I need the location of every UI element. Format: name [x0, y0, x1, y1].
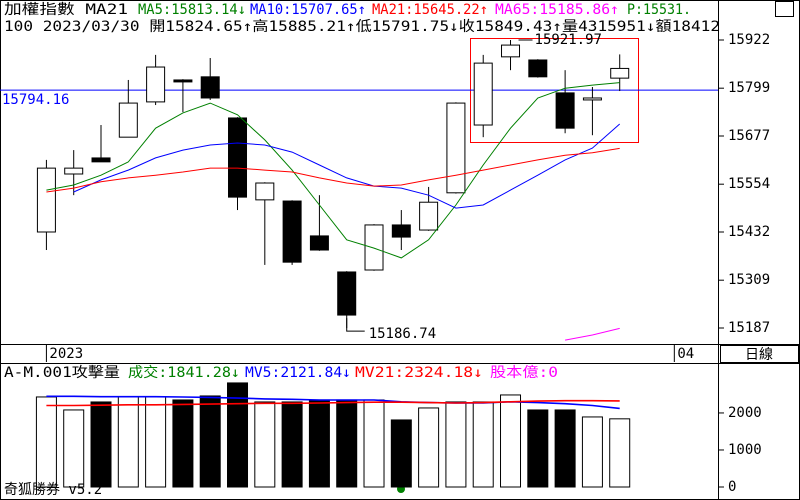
y-tick-label: 15677: [728, 128, 770, 144]
period-label: 日線: [745, 347, 773, 363]
header-item: MA21:15645.22↑: [372, 2, 488, 18]
volume-bar: [554, 409, 576, 488]
volume-bar: [418, 407, 440, 488]
volume-bar: [227, 382, 249, 488]
volume-bar: [363, 399, 385, 488]
header-item: 成交:1841.28↓: [128, 364, 240, 381]
y-tick-label: 1000: [728, 442, 762, 458]
period-box[interactable]: [720, 345, 799, 363]
volume-bar: [117, 396, 139, 488]
volume-bar: [472, 401, 494, 488]
candle-body: [610, 67, 630, 79]
candle-body: [64, 167, 84, 175]
volume-bar: [254, 401, 276, 488]
candle-body: [364, 224, 384, 271]
candle-body: [337, 271, 357, 316]
candle-body: [528, 59, 548, 78]
average-line: [46, 147, 620, 193]
volume-bar: [35, 396, 57, 488]
header-item: P:15531.: [627, 2, 691, 18]
volume-bar: [336, 399, 358, 488]
volume-bar: [145, 396, 167, 488]
x-tick-label: 2023: [49, 346, 83, 362]
low-label: 15186.74: [369, 326, 436, 342]
header-item: 股本億:0: [490, 365, 558, 381]
candle-body: [555, 92, 575, 129]
candle-body: [501, 44, 521, 58]
volume-bar: [445, 401, 467, 488]
window-button[interactable]: [775, 1, 794, 17]
candle-body: [473, 62, 493, 126]
x-tick-label: 04: [677, 346, 694, 362]
y-tick-label: 15799: [728, 80, 770, 96]
candle-body: [391, 224, 411, 238]
average-line: [565, 327, 620, 341]
volume-bar: [527, 409, 549, 488]
y-tick-label: 2000: [728, 405, 762, 421]
header-item: MA5:15813.14↓: [138, 2, 246, 18]
header-item: A-M.001攻擊量: [4, 364, 120, 381]
candle-body: [118, 102, 138, 138]
volume-bar: [281, 401, 303, 488]
quote-info: 100 2023/03/30 開15824.65↑高15885.21↑低1579…: [4, 18, 720, 35]
y-tick-label: 0: [728, 479, 736, 495]
average-line: [46, 399, 620, 407]
volume-bar: [581, 416, 603, 488]
y-tick-label: 15309: [728, 272, 770, 288]
y-tick-label: 15432: [728, 224, 770, 240]
footer-label: 奇狐勝券 v5.2: [4, 481, 102, 498]
average-line: [46, 82, 620, 259]
candle-body: [173, 79, 193, 83]
y-tick-label: 15187: [728, 320, 770, 336]
high-label: 15921.97: [535, 32, 602, 48]
candle-body: [228, 117, 248, 198]
candle-body: [36, 167, 56, 233]
header-item: 加權指數 MA21: [4, 2, 128, 18]
header-item: MA10:15707.65↑: [250, 2, 366, 18]
volume-bar: [500, 394, 522, 488]
candle-body: [255, 182, 275, 201]
reference-label: 15794.16: [2, 92, 69, 108]
volume-bar: [90, 401, 112, 488]
candle-body: [446, 102, 466, 194]
candle-body: [146, 66, 166, 103]
candle-body: [282, 200, 302, 263]
volume-bar: [609, 418, 631, 488]
volume-bar: [390, 419, 412, 488]
average-line: [73, 123, 621, 209]
candle-body: [582, 97, 602, 101]
volume-bar: [199, 395, 221, 488]
candle-body: [419, 201, 439, 231]
leader-line: [346, 318, 365, 332]
candle-body: [91, 157, 111, 163]
candle-body: [309, 235, 329, 251]
header-item: MV21:2324.18↓: [355, 365, 483, 381]
y-tick-label: 15922: [728, 32, 770, 48]
volume-bar: [63, 409, 85, 488]
header-item: MA65:15185.86↑: [495, 2, 619, 18]
candle-body: [200, 76, 220, 99]
volume-bar: [308, 399, 330, 488]
header-item: MV5:2121.84↓: [245, 365, 351, 381]
y-tick-label: 15554: [728, 176, 770, 192]
volume-bar: [172, 399, 194, 488]
